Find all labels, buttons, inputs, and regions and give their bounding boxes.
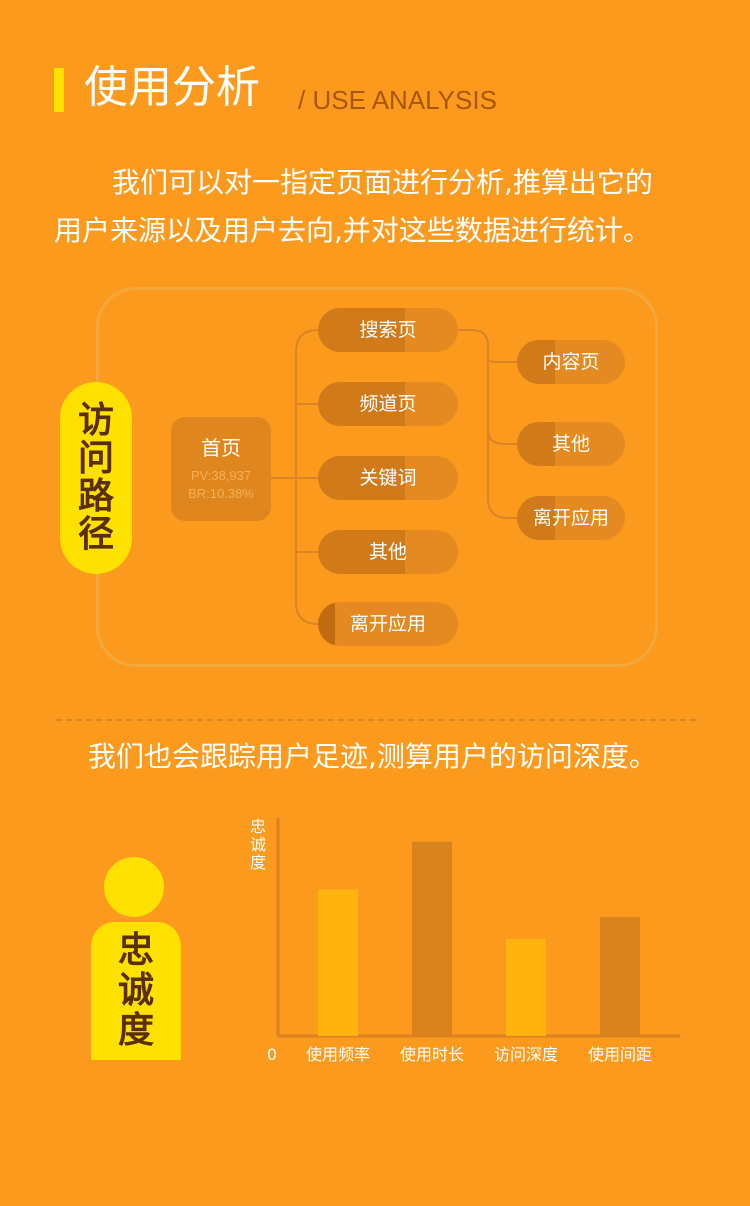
page-subtitle: / USE ANALYSIS bbox=[298, 85, 497, 115]
path-badge-char: 径 bbox=[77, 514, 114, 555]
intro-paragraph-line1: 我们可以对一指定页面进行分析,推算出它的 bbox=[54, 160, 714, 206]
home-node: 首页 PV:38,937 BR:10.38% bbox=[171, 417, 271, 521]
x-tick-label: 使用时长 bbox=[400, 1045, 464, 1064]
node-keyword: 关键词 bbox=[318, 456, 458, 500]
node-leave-app-2: 离开应用 bbox=[517, 496, 625, 540]
loyalty-bar-chart: 忠诚度 0 使用频率 使用时长 访问深度 使用间距 bbox=[250, 817, 680, 1064]
node-leave-app: 离开应用 bbox=[318, 602, 458, 646]
intro-line1-text: 我们可以对一指定页面进行分析,推算出它的 bbox=[112, 166, 653, 199]
page-title: 使用分析 bbox=[84, 62, 260, 113]
tracking-text: 我们也会跟踪用户足迹,测算用户的访问深度。 bbox=[88, 740, 657, 773]
path-badge-char: 问 bbox=[77, 438, 114, 479]
x-tick-label: 使用间距 bbox=[588, 1045, 652, 1064]
node-channel-page: 频道页 bbox=[318, 382, 458, 426]
x-tick-label: 使用频率 bbox=[306, 1045, 370, 1064]
person-head-icon bbox=[104, 857, 164, 917]
x-tick-label: 访问深度 bbox=[494, 1045, 558, 1064]
y-axis-label-char: 诚 bbox=[250, 835, 266, 854]
intro-paragraph-line2: 用户来源以及用户去向,并对这些数据进行统计。 bbox=[54, 214, 651, 247]
home-node-title: 首页 bbox=[201, 436, 241, 460]
bar-1 bbox=[318, 889, 358, 1036]
loyalty-badge-char: 忠 bbox=[117, 930, 154, 971]
y-axis-label-char: 度 bbox=[250, 853, 266, 872]
home-node-pv: PV:38,937 bbox=[190, 468, 252, 483]
path-badge: 访 问 路 径 bbox=[60, 382, 132, 574]
loyalty-badge: 忠 诚 度 bbox=[91, 922, 181, 1060]
bar-2 bbox=[412, 841, 452, 1036]
bar-3 bbox=[506, 938, 546, 1036]
home-node-br: BR:10.38% bbox=[188, 486, 254, 501]
loyalty-badge-char: 度 bbox=[117, 1010, 154, 1051]
node-other-2: 其他 bbox=[517, 422, 625, 466]
origin-label: 0 bbox=[267, 1045, 277, 1064]
y-axis-label-char: 忠 bbox=[250, 817, 266, 836]
title-accent-bar bbox=[54, 68, 64, 112]
node-content-page: 内容页 bbox=[517, 340, 625, 384]
section-divider bbox=[56, 719, 696, 721]
path-connectors bbox=[271, 329, 517, 625]
path-badge-char: 访 bbox=[77, 400, 114, 441]
bar-4 bbox=[600, 917, 640, 1036]
path-badge-char: 路 bbox=[77, 476, 114, 517]
node-other: 其他 bbox=[318, 530, 458, 574]
loyalty-badge-char: 诚 bbox=[117, 970, 154, 1011]
node-search-page: 搜索页 bbox=[318, 308, 458, 352]
